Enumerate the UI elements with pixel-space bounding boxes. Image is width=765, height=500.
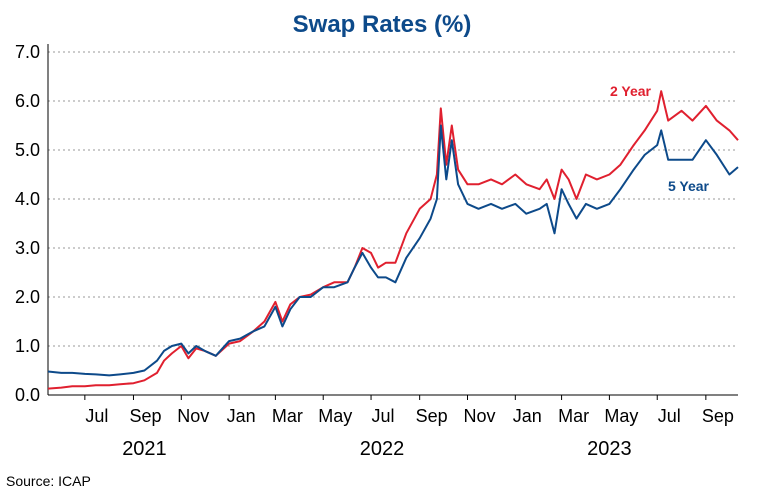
chart-title: Swap Rates (%) [293, 11, 472, 38]
y-tick-label: 4.0 [15, 189, 40, 209]
y-tick-label: 5.0 [15, 140, 40, 160]
two-year-series-line [47, 90, 739, 390]
gridlines [48, 51, 738, 347]
x-tick-label: Mar [272, 406, 303, 426]
two-year-series-label: 2 Year [610, 83, 652, 99]
y-tick-label: 6.0 [15, 91, 40, 111]
year-label: 2023 [587, 438, 632, 460]
x-tick-label: Jan [227, 406, 256, 426]
y-tick-label: 2.0 [15, 287, 40, 307]
x-tick-label: Nov [177, 406, 209, 426]
year-label: 2021 [122, 438, 167, 460]
y-tick-label: 1.0 [15, 336, 40, 356]
y-tick-label: 7.0 [15, 42, 40, 62]
x-tick-label: Sep [129, 406, 161, 426]
x-tick-label: Jul [85, 406, 108, 426]
x-tick-label: Sep [702, 406, 734, 426]
x-tick-label: Mar [558, 406, 589, 426]
five-year-series-label: 5 Year [668, 178, 710, 194]
x-tick-label: Jan [513, 406, 542, 426]
y-tick-label: 0.0 [15, 385, 40, 405]
x-tick-label: Jul [372, 406, 395, 426]
series-lines [47, 90, 739, 390]
x-tick-label: Jul [658, 406, 681, 426]
x-tick-labels: Jul Sep Nov Jan Mar May Jul Sep Nov Jan Mar May Jul S… [84, 395, 734, 426]
x-tick-label: May [318, 406, 352, 426]
y-tick-labels: 0.0 1.0 2.0 3.0 4.0 5.0 6.0 7.0 [15, 42, 40, 405]
series-labels: 2 Year 5 Year [610, 83, 710, 194]
y-tick-label: 3.0 [15, 238, 40, 258]
five-year-series-line [47, 124, 739, 377]
year-labels: 2021 2022 2023 [122, 438, 631, 460]
x-tick-label: Nov [463, 406, 495, 426]
year-label: 2022 [360, 438, 405, 460]
x-tick-label: May [604, 406, 638, 426]
x-tick-label: Sep [416, 406, 448, 426]
source-note: Source: ICAP [6, 473, 91, 489]
